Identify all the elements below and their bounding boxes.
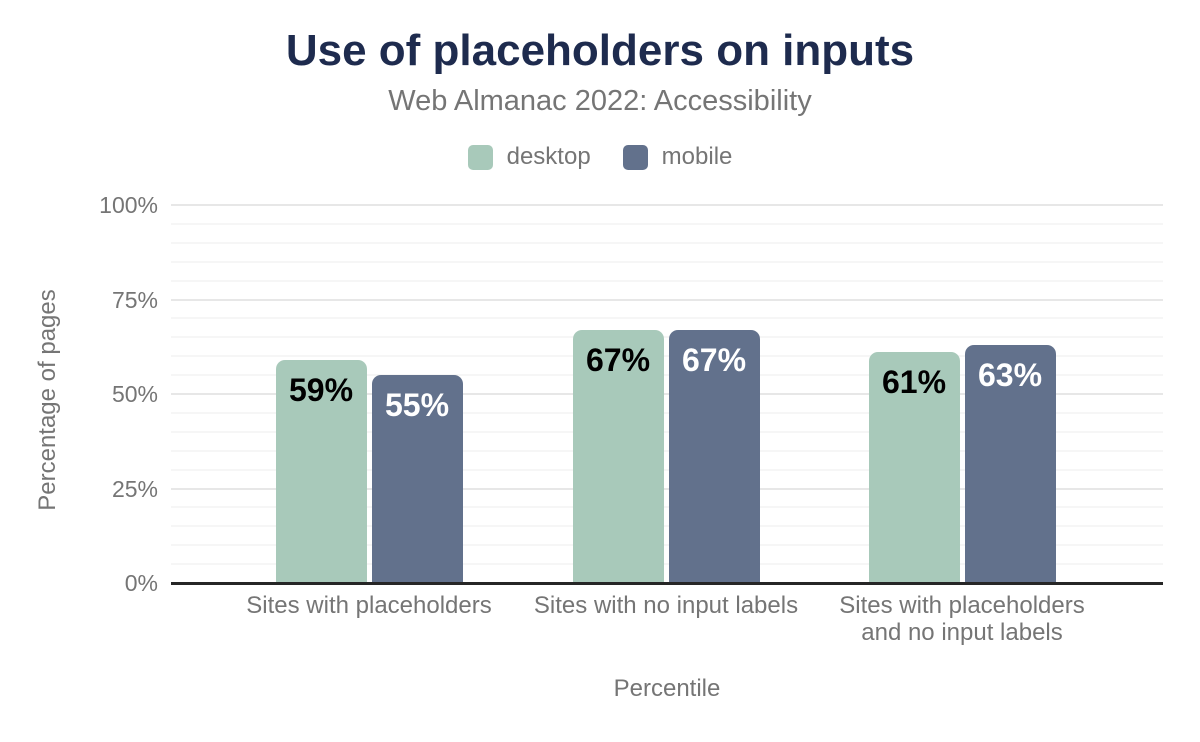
bar-mobile-sites-with-no-input-labels[interactable]: 67% bbox=[668, 329, 760, 583]
bar-desktop-sites-with-placeholders-and-no-input-labels[interactable]: 61% bbox=[868, 352, 960, 583]
minor-gridline-40 bbox=[171, 430, 1163, 433]
x-axis-line bbox=[171, 582, 1163, 585]
x-category-label-sites-with-placeholders: Sites with placeholders bbox=[246, 592, 492, 619]
legend-label-desktop: desktop bbox=[506, 143, 591, 170]
bar-mobile-sites-with-placeholders[interactable]: 55% bbox=[371, 375, 463, 583]
plot-area: 59% 55% 67% 67% 61% 63% bbox=[171, 204, 1163, 583]
major-gridline-75 bbox=[171, 298, 1163, 301]
legend-item-mobile[interactable]: mobile bbox=[622, 143, 733, 170]
minor-gridline-65 bbox=[171, 336, 1163, 339]
y-tick-label-100: 100% bbox=[99, 192, 158, 218]
y-tick-label-75: 75% bbox=[111, 286, 158, 313]
bar-desktop-sites-with-placeholders[interactable]: 59% bbox=[275, 359, 367, 583]
x-axis-title: Percentile bbox=[613, 675, 721, 702]
minor-gridline-35 bbox=[171, 449, 1163, 452]
minor-gridline-10 bbox=[171, 544, 1163, 547]
minor-gridline-55 bbox=[171, 374, 1163, 377]
bar-value-label-desktop-sites-with-no-input-labels: 67% bbox=[585, 341, 651, 378]
y-tick-label-25: 25% bbox=[111, 475, 158, 502]
major-gridline-50 bbox=[171, 393, 1163, 395]
x-category-label-sites-with-no-input-labels: Sites with no input labels bbox=[533, 592, 799, 619]
legend-swatch-desktop bbox=[467, 144, 493, 170]
bar-value-label-mobile-sites-with-no-input-labels: 67% bbox=[681, 341, 747, 378]
minor-gridline-60 bbox=[171, 355, 1163, 358]
legend: desktop mobile bbox=[0, 142, 1200, 172]
bar-mobile-sites-with-placeholders-and-no-input-labels[interactable]: 63% bbox=[964, 344, 1056, 583]
chart-title: Use of placeholders on inputs bbox=[285, 26, 915, 75]
minor-gridline-45 bbox=[171, 411, 1163, 414]
minor-gridline-30 bbox=[171, 468, 1163, 471]
legend-label-mobile: mobile bbox=[661, 143, 733, 170]
major-gridline-100 bbox=[171, 204, 1163, 206]
x-category-label-sites-with-placeholders-and-no-input-labels: Sites with placeholders and no input labe… bbox=[839, 592, 1085, 646]
minor-gridline-70 bbox=[171, 317, 1163, 320]
minor-gridline-90 bbox=[171, 241, 1163, 244]
minor-gridline-85 bbox=[171, 260, 1163, 263]
y-tick-label-50: 50% bbox=[111, 381, 158, 407]
major-gridline-25 bbox=[171, 487, 1163, 490]
minor-gridline-95 bbox=[171, 222, 1163, 225]
minor-gridline-5 bbox=[171, 563, 1163, 566]
bar-value-label-mobile-sites-with-placeholders-and-no-input-labels: 63% bbox=[977, 356, 1043, 393]
minor-gridline-20 bbox=[171, 506, 1163, 509]
legend-item-desktop[interactable]: desktop bbox=[467, 143, 591, 170]
bar-desktop-sites-with-no-input-labels[interactable]: 67% bbox=[572, 329, 664, 583]
minor-gridline-80 bbox=[171, 279, 1163, 282]
y-tick-label-0: 0% bbox=[124, 570, 158, 596]
legend-swatch-mobile bbox=[622, 144, 648, 170]
bar-value-label-desktop-sites-with-placeholders-and-no-input-labels: 61% bbox=[881, 364, 947, 401]
bar-value-label-mobile-sites-with-placeholders: 55% bbox=[384, 387, 450, 424]
chart-subtitle: Web Almanac 2022: Accessibility bbox=[388, 85, 812, 117]
bar-value-label-desktop-sites-with-placeholders: 59% bbox=[288, 371, 354, 408]
minor-gridline-15 bbox=[171, 525, 1163, 528]
